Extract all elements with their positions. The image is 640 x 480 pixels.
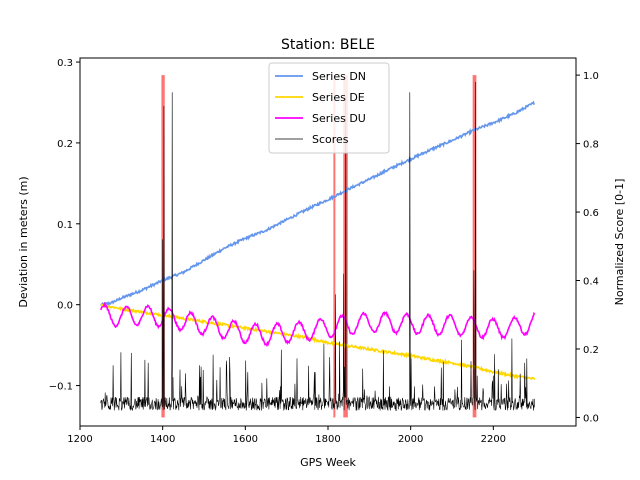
y-tick-label: 0.2 xyxy=(57,139,73,150)
y2-tick-label: 0.8 xyxy=(583,140,599,151)
y-tick-label: −0.1 xyxy=(49,382,73,393)
highlight-band-1 xyxy=(161,75,165,418)
series-du-line xyxy=(99,301,536,347)
legend-label: Series DU xyxy=(312,112,366,125)
y2-tick-label: 0.0 xyxy=(583,413,599,424)
y2-tick-label: 0.2 xyxy=(583,345,599,356)
series-layer xyxy=(99,81,536,412)
x-tick-label: 2000 xyxy=(398,434,423,445)
scores-line xyxy=(100,81,535,412)
legend-label: Series DN xyxy=(312,70,366,83)
legend-box xyxy=(268,62,390,154)
y2-axis-label: Normalized Score [0-1] xyxy=(613,179,626,306)
x-tick-label: 1600 xyxy=(233,434,258,445)
y-axis-right: 0.0 0.2 0.4 0.6 0.8 1.0 xyxy=(576,71,599,424)
plot-area xyxy=(79,57,577,427)
y-axis-left: −0.1 0.0 0.1 0.2 0.3 xyxy=(49,58,80,393)
y-tick-label: 0.1 xyxy=(57,220,73,231)
x-axis-label: GPS Week xyxy=(300,456,356,469)
x-tick-label: 2200 xyxy=(481,434,506,445)
legend-label: Series DE xyxy=(312,91,365,104)
highlight-band-4 xyxy=(472,75,477,418)
y-axis-label: Deviation in meters (m) xyxy=(17,176,30,307)
highlight-band-2 xyxy=(333,75,336,418)
y2-tick-label: 0.4 xyxy=(583,277,599,288)
x-tick-label: 1200 xyxy=(67,434,92,445)
legend-label: Scores xyxy=(312,133,349,146)
chart-title: Station: BELE xyxy=(281,37,375,53)
legend: Series DN Series DE Series DU Scores xyxy=(268,62,390,154)
series-de-line xyxy=(100,302,536,381)
y2-tick-label: 1.0 xyxy=(583,71,599,82)
x-tick-label: 1800 xyxy=(315,434,340,445)
y-tick-label: 0.3 xyxy=(57,58,73,69)
x-tick-label: 1400 xyxy=(150,434,175,445)
x-axis: 1200 1400 1600 1800 2000 2200 xyxy=(67,426,506,445)
y-tick-label: 0.0 xyxy=(57,301,73,312)
series-dn-line xyxy=(100,100,536,307)
y2-tick-label: 0.6 xyxy=(583,208,599,219)
